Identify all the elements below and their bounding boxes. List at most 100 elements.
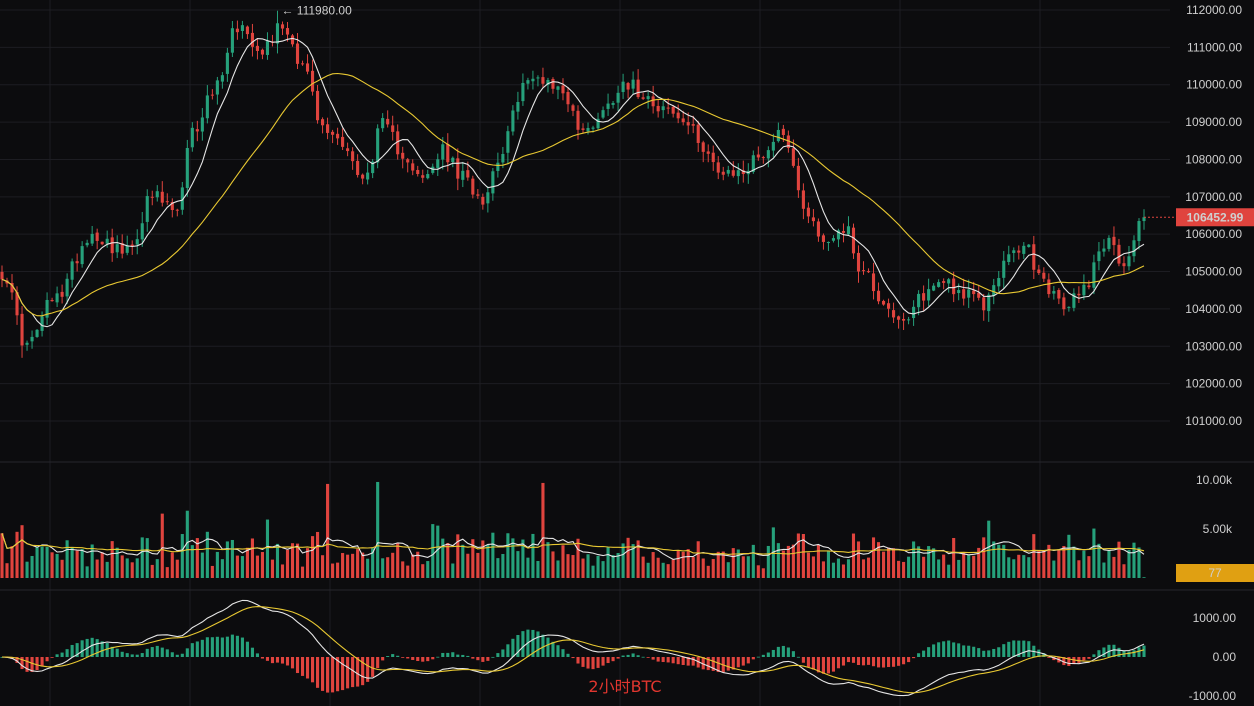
candle-body: [631, 79, 635, 89]
volume-bar: [491, 532, 495, 578]
volume-bar: [195, 538, 199, 578]
volume-bar: [245, 547, 249, 578]
volume-bar: [576, 538, 580, 578]
volume-bar: [300, 566, 305, 578]
volume-bar: [315, 531, 320, 578]
macd-histogram-bar: [942, 641, 946, 657]
volume-bar: [496, 558, 500, 578]
volume-bar: [636, 540, 640, 578]
volume-bar: [866, 557, 871, 578]
volume-bar: [331, 563, 335, 578]
candle-body: [606, 103, 610, 109]
macd-histogram-bar: [987, 650, 991, 657]
candle-body: [546, 79, 550, 85]
macd-histogram-bar: [1017, 640, 1021, 657]
candle-body: [165, 201, 169, 203]
volume-bar: [801, 534, 805, 578]
candle-body: [666, 107, 670, 109]
volume-bar: [55, 553, 59, 578]
candle-body: [496, 162, 500, 171]
macd-histogram-bar: [701, 657, 705, 670]
candle-body: [90, 233, 94, 244]
ma30-line: [1, 72, 1145, 317]
candle-body: [1077, 293, 1081, 296]
volume-ma30-line: [1, 533, 1145, 555]
volume-bar: [1112, 556, 1116, 578]
macd-histogram-bar: [456, 654, 460, 657]
macd-histogram-bar: [175, 654, 179, 657]
volume-bar: [285, 549, 290, 578]
candle-body: [60, 291, 64, 297]
candle-body: [65, 278, 69, 297]
price-tick-label: 108000.00: [1185, 152, 1242, 166]
macd-histogram-bar: [35, 657, 39, 671]
volume-bar: [701, 558, 705, 578]
candle-body: [881, 300, 886, 305]
volume-bar: [871, 537, 876, 578]
macd-histogram-bar: [566, 653, 570, 657]
macd-histogram-bar: [866, 657, 871, 665]
candle-body: [1017, 250, 1021, 253]
candle-body: [250, 32, 254, 47]
volume-bar: [5, 563, 9, 578]
volume-bar: [235, 555, 239, 578]
volume-bar: [260, 552, 265, 578]
price-tick-label: 112000.00: [1186, 3, 1242, 17]
candle-body: [145, 196, 149, 222]
volume-bar: [391, 552, 395, 578]
macd-histogram-bar: [310, 657, 315, 683]
candle-body: [1112, 236, 1116, 246]
volume-bar: [541, 482, 545, 578]
candle-body: [977, 292, 981, 298]
macd-histogram-bar: [967, 645, 971, 657]
macd-histogram-bar: [536, 631, 540, 657]
macd-histogram-bar: [706, 657, 710, 671]
last-volume-badge: [1176, 564, 1254, 582]
candle-body: [741, 170, 745, 175]
macd-histogram-bar: [1052, 657, 1056, 661]
volume-bar: [75, 550, 79, 578]
macd-histogram-bar: [496, 653, 500, 657]
volume-bar: [1122, 564, 1126, 578]
volume-bar: [686, 549, 690, 578]
volume-bar: [1057, 549, 1061, 578]
candle-body: [215, 80, 219, 95]
volume-bar: [376, 481, 380, 578]
macd-histogram-bar: [851, 657, 856, 663]
macd-histogram-bar: [796, 656, 800, 658]
candle-body: [175, 209, 179, 211]
candle-body: [15, 292, 19, 316]
candle-body: [436, 159, 440, 168]
candle-body: [481, 196, 485, 205]
candle-body: [821, 235, 825, 242]
macd-histogram-bar: [962, 645, 966, 657]
macd-histogram-bar: [756, 656, 760, 658]
macd-histogram-bar: [646, 657, 650, 658]
macd-histogram-bar: [616, 657, 620, 659]
volume-bar: [481, 540, 485, 578]
volume-bar: [451, 563, 455, 578]
candle-body: [290, 35, 295, 45]
volume-bar: [45, 546, 49, 578]
price-tick-label: 105000.00: [1185, 265, 1242, 279]
candle-body: [972, 290, 976, 295]
candle-body: [50, 300, 54, 302]
candle-body: [776, 129, 780, 142]
candle-body: [706, 151, 710, 154]
candle-body: [721, 171, 725, 175]
volume-bar: [1087, 556, 1091, 578]
macd-histogram-bar: [1062, 657, 1066, 666]
price-axis: 112000.00 111000.00 110000.00 109000.00 1080…: [281, 3, 1254, 703]
macd-histogram-bar: [521, 631, 525, 657]
candle-body: [912, 306, 916, 319]
candle-body: [997, 278, 1001, 287]
candle-body: [942, 281, 946, 283]
candle-body: [10, 282, 14, 293]
macd-histogram-bar: [270, 657, 275, 664]
volume-bar: [200, 552, 204, 578]
volume-bar: [125, 558, 129, 578]
volume-bar: [601, 561, 605, 578]
candle-body: [285, 28, 290, 35]
candle-body: [616, 92, 620, 103]
